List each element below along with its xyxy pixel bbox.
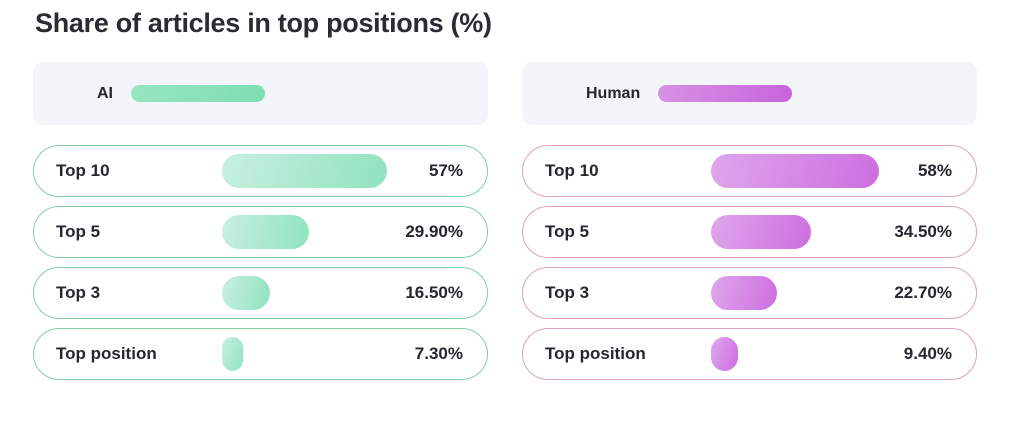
page-title: Share of articles in top positions (%) xyxy=(35,8,492,38)
value-label: 7.30% xyxy=(414,344,463,363)
bar-pill xyxy=(711,215,811,249)
bar-row-ai-top-3: Top 3 16.50% xyxy=(33,267,488,319)
category-label: Top 5 xyxy=(56,222,101,241)
value-label: 58% xyxy=(917,161,952,180)
bar-row-human-top-5: Top 5 34.50% xyxy=(522,206,977,258)
column-ai: AI Top 10 57% Top 5 29.90% Top 3 16.50% Top po… xyxy=(33,62,488,380)
value-label: 9.40% xyxy=(903,344,952,363)
chart-columns: AI Top 10 57% Top 5 29.90% Top 3 16.50% Top po… xyxy=(33,62,1024,380)
bar-pill xyxy=(222,337,243,371)
category-label: Top 3 xyxy=(545,283,590,302)
legend-label-ai: AI xyxy=(97,84,113,102)
chart-page: Share of articles in top positions (%) A… xyxy=(33,8,1024,380)
category-label: Top 3 xyxy=(56,283,101,302)
bar-pill xyxy=(222,154,387,188)
legend-card-ai: AI xyxy=(33,62,488,125)
category-label: Top 10 xyxy=(56,161,110,180)
bar-row-ai-top-5: Top 5 29.90% xyxy=(33,206,488,258)
rows-ai: Top 10 57% Top 5 29.90% Top 3 16.50% Top posit… xyxy=(33,145,488,380)
value-label: 57% xyxy=(428,161,463,180)
category-label: Top position xyxy=(56,344,157,363)
value-label: 22.70% xyxy=(894,283,952,302)
value-label: 16.50% xyxy=(405,283,463,302)
bar-pill xyxy=(222,215,309,249)
bar-pill xyxy=(711,154,879,188)
value-label: 29.90% xyxy=(405,222,463,241)
bar-row-human-top-10: Top 10 58% xyxy=(522,145,977,197)
category-label: Top 5 xyxy=(545,222,590,241)
bar-pill xyxy=(222,276,270,310)
bar-row-human-top-position: Top position 9.40% xyxy=(522,328,977,380)
human-legend-swatch-pill xyxy=(658,85,793,102)
value-label: 34.50% xyxy=(894,222,952,241)
bar-row-human-top-3: Top 3 22.70% xyxy=(522,267,977,319)
column-human: Human Top 10 58% Top 5 34.50% Top 3 22.70% Top… xyxy=(522,62,977,380)
legend-card-human: Human xyxy=(522,62,977,125)
bar-row-ai-top-10: Top 10 57% xyxy=(33,145,488,197)
legend-label-human: Human xyxy=(586,84,641,102)
category-label: Top 10 xyxy=(545,161,599,180)
ai-legend-swatch-pill xyxy=(131,85,265,102)
bar-pill xyxy=(711,337,738,371)
rows-human: Top 10 58% Top 5 34.50% Top 3 22.70% Top posit… xyxy=(522,145,977,380)
bar-row-ai-top-position: Top position 7.30% xyxy=(33,328,488,380)
bar-pill xyxy=(711,276,777,310)
category-label: Top position xyxy=(545,344,646,363)
